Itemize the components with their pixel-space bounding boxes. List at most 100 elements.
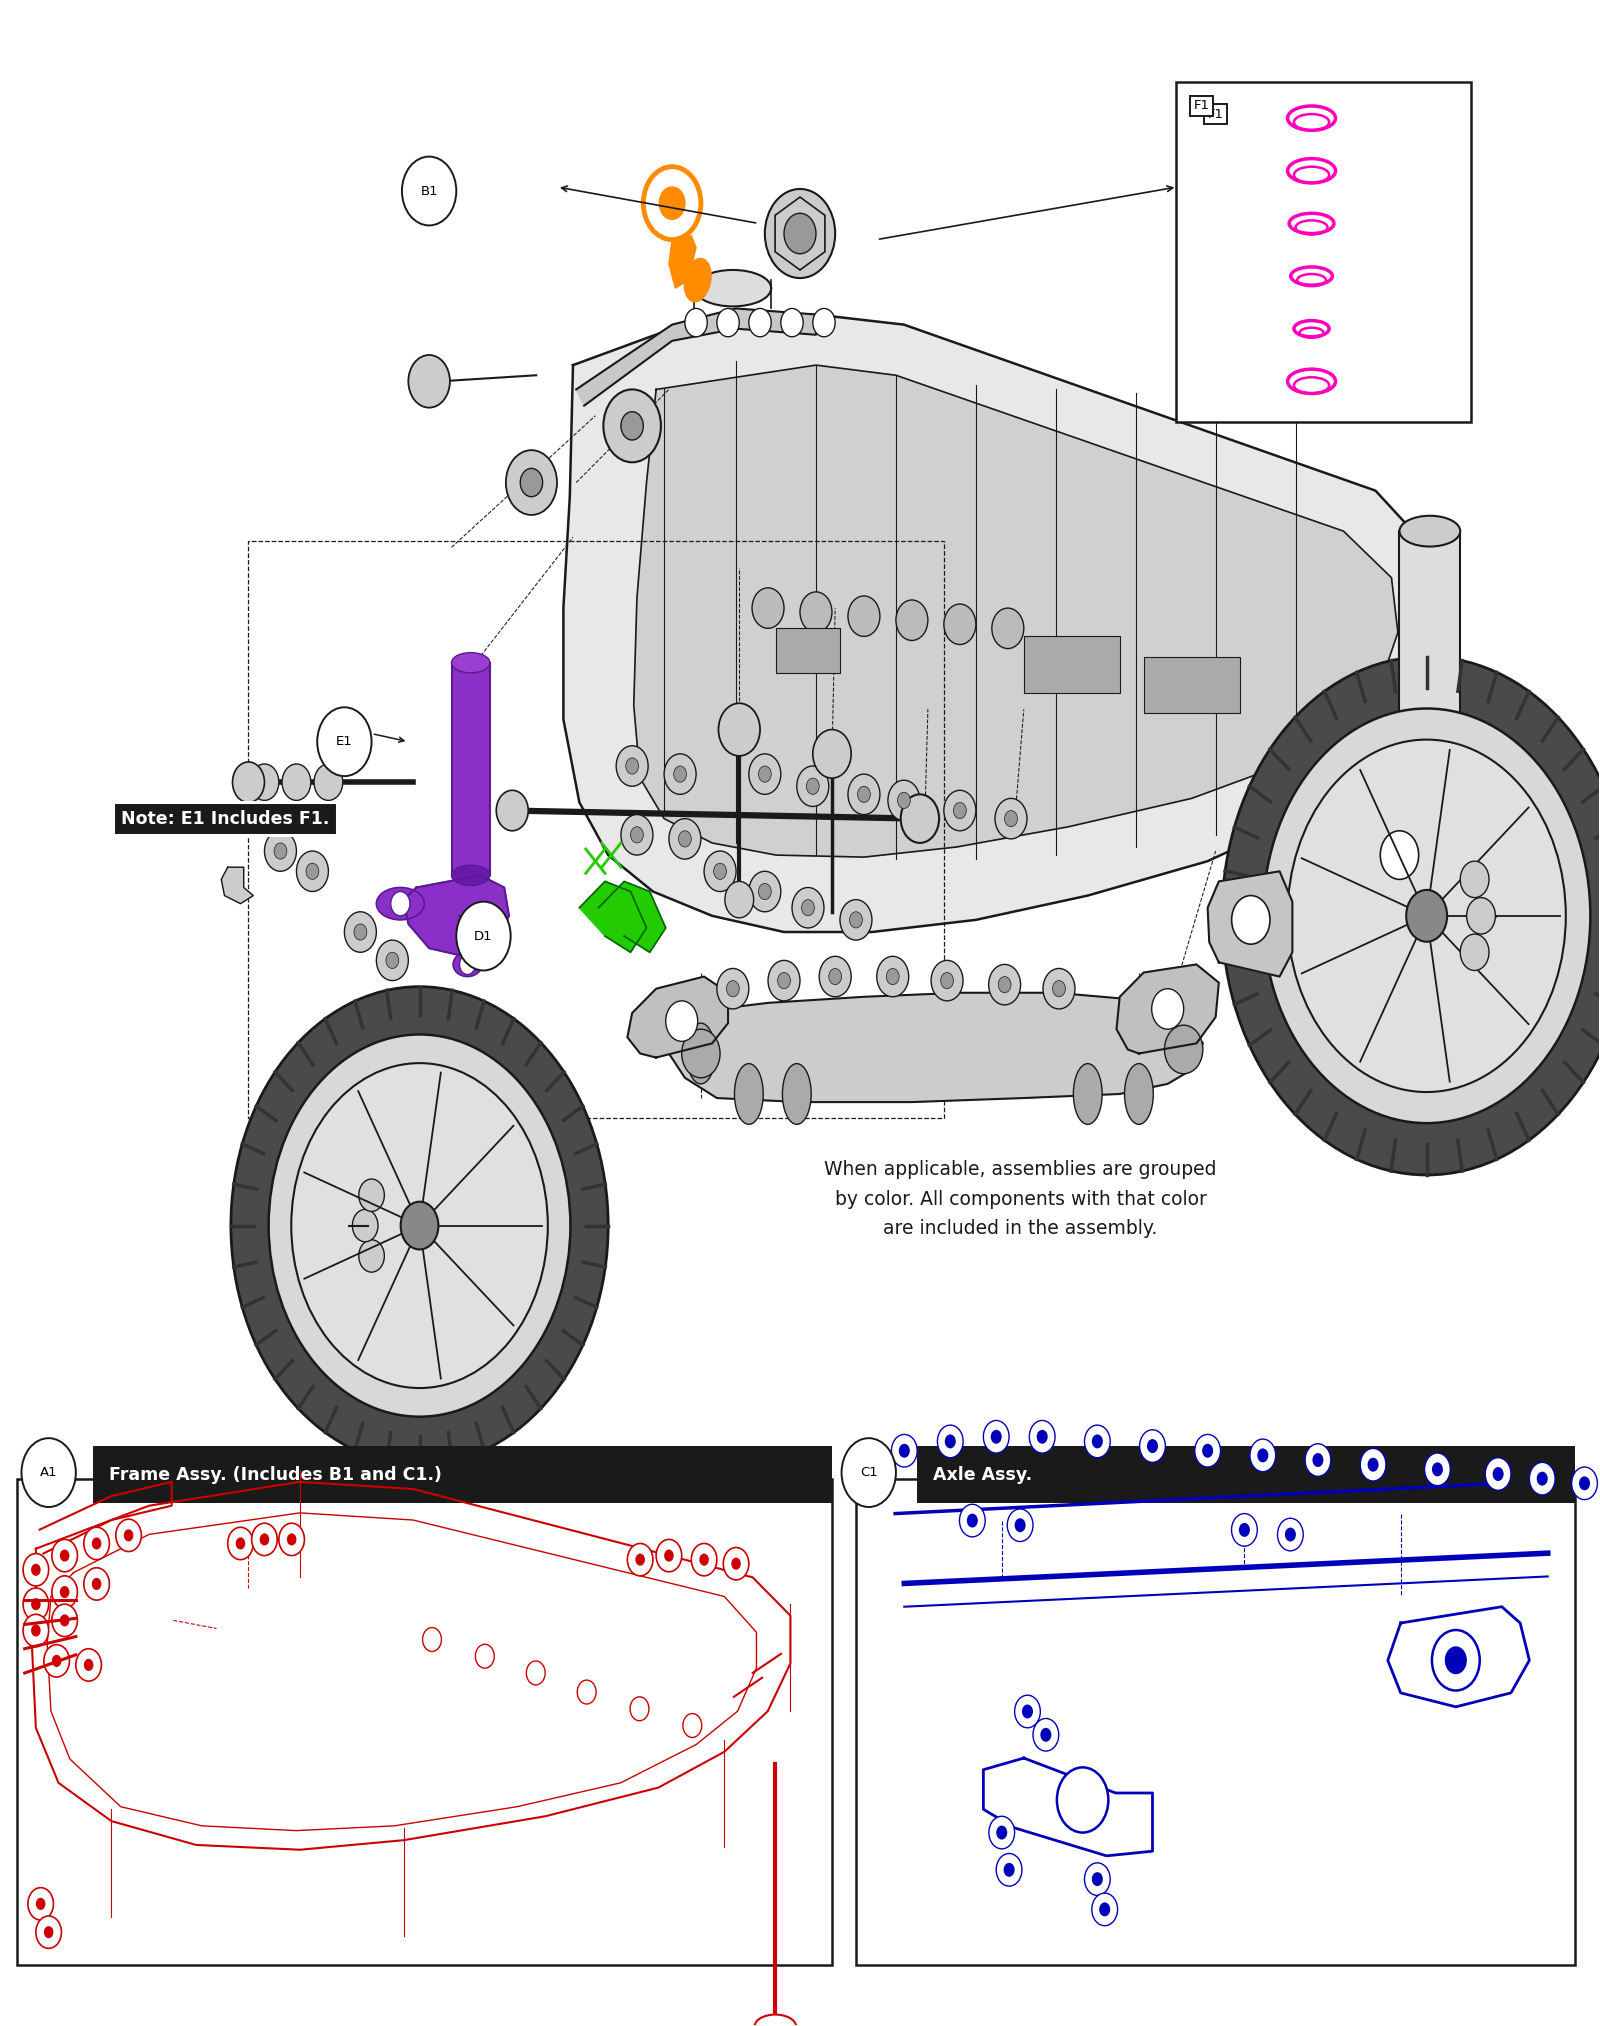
Bar [1024, 636, 1120, 693]
Bar [1400, 531, 1461, 794]
Circle shape [840, 900, 872, 940]
Circle shape [59, 1550, 69, 1562]
Circle shape [898, 792, 910, 808]
Circle shape [496, 790, 528, 831]
Circle shape [358, 1179, 384, 1212]
Circle shape [723, 1548, 749, 1580]
Circle shape [717, 308, 739, 336]
Circle shape [354, 924, 366, 940]
Circle shape [781, 308, 803, 336]
Circle shape [1222, 656, 1600, 1175]
Circle shape [989, 964, 1021, 1005]
Circle shape [678, 831, 691, 847]
Circle shape [1530, 1463, 1555, 1495]
Circle shape [621, 814, 653, 855]
Circle shape [990, 1430, 1002, 1445]
Circle shape [941, 972, 954, 989]
Circle shape [286, 1534, 296, 1546]
Circle shape [1571, 1467, 1597, 1499]
Circle shape [358, 1240, 384, 1272]
Circle shape [390, 891, 410, 916]
Ellipse shape [1400, 517, 1461, 547]
Circle shape [1091, 1434, 1102, 1449]
Bar [917, 1447, 1576, 1503]
Circle shape [259, 1534, 269, 1546]
Circle shape [752, 588, 784, 628]
Circle shape [901, 794, 939, 843]
Circle shape [992, 608, 1024, 648]
Circle shape [1381, 831, 1419, 879]
Circle shape [896, 600, 928, 640]
Bar [248, 541, 944, 1118]
Circle shape [1037, 1430, 1048, 1445]
Bar [856, 1479, 1576, 1965]
Text: Note: E1 Includes F1.: Note: E1 Includes F1. [120, 810, 330, 829]
Polygon shape [598, 881, 666, 952]
Circle shape [1536, 1471, 1547, 1485]
Circle shape [829, 968, 842, 985]
Circle shape [616, 746, 648, 786]
Circle shape [691, 1544, 717, 1576]
Polygon shape [669, 235, 696, 288]
Circle shape [22, 1615, 48, 1647]
Circle shape [944, 790, 976, 831]
Circle shape [578, 1680, 597, 1704]
Polygon shape [563, 314, 1440, 932]
Text: Axle Assy.: Axle Assy. [933, 1465, 1032, 1483]
Circle shape [888, 780, 920, 821]
Circle shape [456, 902, 510, 970]
Circle shape [1406, 889, 1446, 942]
Bar [93, 1447, 832, 1503]
Circle shape [1277, 1517, 1304, 1550]
Circle shape [989, 1815, 1014, 1850]
Circle shape [506, 450, 557, 515]
Text: A1: A1 [40, 1467, 58, 1479]
Circle shape [635, 1554, 645, 1566]
Circle shape [664, 1550, 674, 1562]
Circle shape [848, 596, 880, 636]
Ellipse shape [686, 1023, 715, 1084]
Circle shape [1461, 934, 1490, 970]
Circle shape [1288, 739, 1566, 1092]
Bar [451, 663, 490, 875]
Circle shape [1034, 1718, 1059, 1750]
Circle shape [1147, 1438, 1158, 1453]
Circle shape [768, 960, 800, 1001]
Circle shape [1285, 1528, 1296, 1542]
Circle shape [995, 798, 1027, 839]
Circle shape [59, 1615, 69, 1627]
Circle shape [1058, 1767, 1109, 1834]
Circle shape [966, 1513, 978, 1528]
Circle shape [27, 1888, 53, 1921]
Circle shape [938, 1424, 963, 1457]
Circle shape [83, 1568, 109, 1601]
Circle shape [603, 389, 661, 462]
Circle shape [717, 968, 749, 1009]
Circle shape [1091, 1872, 1102, 1886]
Text: F1: F1 [1208, 107, 1224, 122]
Circle shape [1043, 968, 1075, 1009]
Ellipse shape [734, 1064, 763, 1124]
Circle shape [1238, 1524, 1250, 1538]
Circle shape [91, 1578, 101, 1590]
Circle shape [797, 766, 829, 806]
Circle shape [282, 764, 310, 800]
Circle shape [1008, 1509, 1034, 1542]
Circle shape [269, 1035, 571, 1416]
Circle shape [931, 960, 963, 1001]
Circle shape [250, 764, 278, 800]
Circle shape [51, 1605, 77, 1637]
Ellipse shape [685, 259, 710, 302]
Circle shape [402, 156, 456, 225]
Circle shape [232, 762, 264, 802]
Circle shape [1445, 1647, 1467, 1673]
Circle shape [749, 308, 771, 336]
Circle shape [1579, 1477, 1590, 1491]
Polygon shape [1208, 871, 1293, 977]
Circle shape [1085, 1424, 1110, 1457]
Circle shape [758, 883, 771, 900]
Circle shape [749, 871, 781, 912]
Ellipse shape [376, 887, 424, 920]
Bar [1176, 81, 1472, 421]
Ellipse shape [1125, 1064, 1154, 1124]
